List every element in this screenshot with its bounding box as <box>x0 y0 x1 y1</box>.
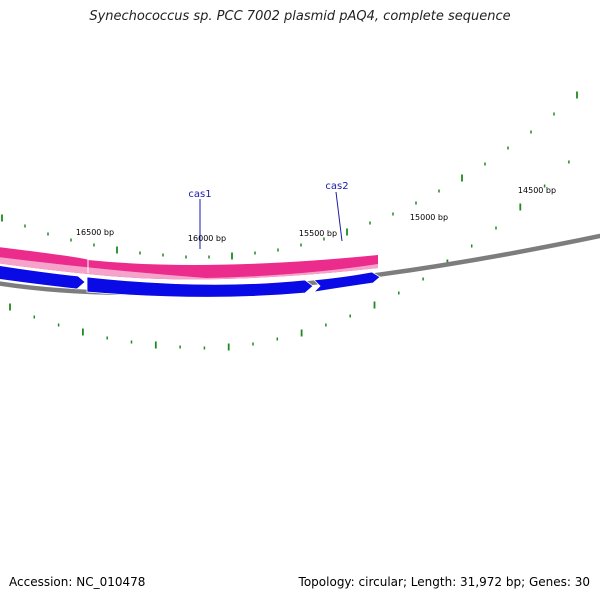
tick-label-15500: 15500 bp <box>299 229 337 238</box>
tick-label-14500: 14500 bp <box>518 186 556 195</box>
reverse-gene-track <box>0 264 381 298</box>
forward-feature-track <box>0 247 378 280</box>
gene-label-cas2[interactable]: cas2 <box>325 181 348 192</box>
forward-feature-highlight <box>0 257 378 280</box>
inner-tick-ring <box>9 160 570 351</box>
outer-tick-ring <box>1 91 578 260</box>
gene-arrow-cas2[interactable] <box>312 271 381 293</box>
sequence-summary: Topology: circular; Length: 31,972 bp; G… <box>298 575 590 589</box>
cas2-leader-line <box>335 191 343 242</box>
gene-label-cas1[interactable]: cas1 <box>188 189 211 200</box>
gene-arrow[interactable] <box>0 264 86 290</box>
tick-label-16000: 16000 bp <box>188 234 226 243</box>
tick-label-16500: 16500 bp <box>76 228 114 237</box>
map-title: Synechococcus sp. PCC 7002 plasmid pAQ4,… <box>89 9 511 24</box>
accession-label: Accession: NC_010478 <box>9 575 146 589</box>
tick-label-15000: 15000 bp <box>410 213 448 222</box>
gene-arrow-cas1[interactable] <box>86 276 314 298</box>
